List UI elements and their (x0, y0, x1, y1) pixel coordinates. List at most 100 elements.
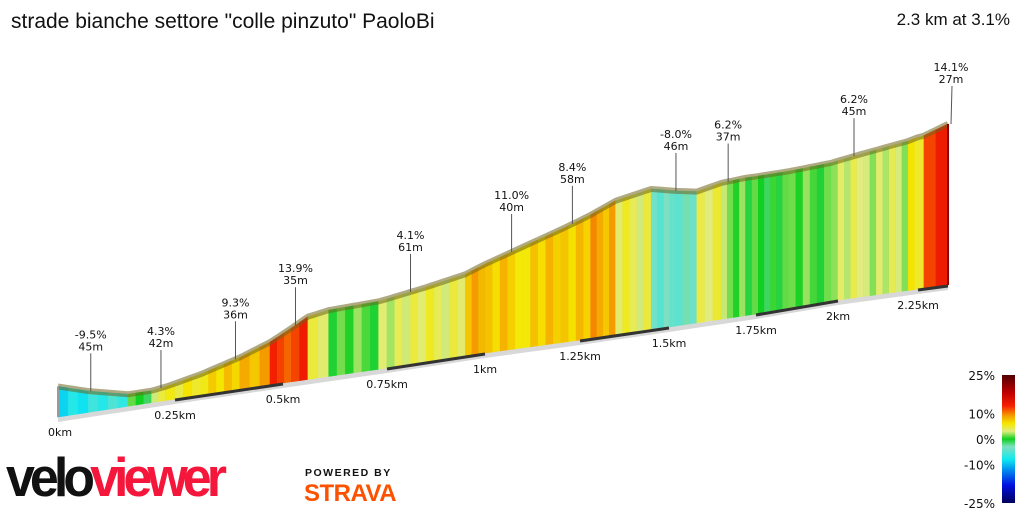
grade-stripe (378, 298, 388, 370)
annotation-grade: 9.3% (222, 296, 250, 309)
grade-stripe (425, 284, 435, 363)
annotation-grade: 6.2% (714, 118, 742, 131)
grade-stripe (484, 260, 493, 354)
profile-base-face (58, 285, 948, 422)
grade-stripe (788, 169, 797, 309)
grade-stripe (844, 156, 852, 300)
grade-stripe (353, 303, 363, 374)
grade-stripe (507, 249, 516, 351)
grade-stripe (739, 177, 746, 317)
grade-stripe (636, 190, 645, 333)
legend-color-bar (1002, 375, 1015, 503)
veloviewer-logo: veloviewer (6, 447, 227, 509)
grade-stripe (657, 189, 664, 330)
grade-stripe (629, 193, 638, 334)
grade-stripe (471, 267, 479, 356)
grade-stripe (530, 239, 539, 348)
profile-top-edge (57, 121, 950, 398)
grade-stripe (370, 301, 379, 371)
annotation-length: 58m (560, 173, 585, 186)
grade-stripe (590, 210, 598, 339)
grade-stripe (394, 293, 403, 368)
annotation-length: 37m (716, 130, 741, 143)
grade-stripe (923, 129, 937, 289)
annotation-length: 61m (398, 241, 423, 254)
chart-title: strade bianche settore "colle pinzuto" P… (11, 10, 435, 33)
grade-stripe (602, 203, 610, 337)
grade-stripe (575, 217, 584, 341)
powered-by-text: POWERED BY (305, 467, 392, 479)
x-tick-label: 0.75km (366, 378, 408, 391)
grade-stripe (449, 276, 458, 359)
grade-stripe (895, 142, 903, 293)
grade-stripe (318, 309, 330, 379)
grade-stripe (850, 154, 858, 299)
grade-stripe (712, 182, 722, 321)
grade-stripe (901, 140, 909, 292)
grade-stripe (465, 270, 473, 357)
axis-segment (579, 326, 670, 343)
annotation-length: 40m (499, 201, 524, 214)
x-tick-label: 0.25km (154, 409, 196, 422)
x-tick-label: 2km (826, 310, 850, 323)
annotation-grade: 4.3% (147, 325, 175, 338)
grade-stripe (758, 174, 765, 314)
grade-stripe (733, 178, 740, 318)
annotation-grade: 4.1% (397, 229, 425, 242)
grade-stripe (418, 286, 427, 364)
x-tick-label: 2.25km (897, 299, 939, 312)
grade-stripes (57, 123, 949, 422)
grade-stripe (689, 191, 698, 325)
grade-stripe (837, 158, 845, 301)
legend-label: 10% (968, 407, 995, 421)
grade-stripe (935, 123, 949, 287)
annotation-grade: -9.5% (75, 328, 107, 341)
grade-stripe (720, 181, 728, 320)
grade-stripe (663, 189, 671, 329)
grade-stripe (704, 185, 714, 322)
grade-stripe (802, 166, 811, 307)
grade-stripe (57, 386, 69, 418)
annotation-length: 35m (283, 274, 308, 287)
grade-stripe (696, 188, 706, 324)
grade-stripe (522, 242, 531, 349)
grade-stripe (882, 145, 890, 295)
strava-logo: STRAVA (304, 480, 397, 507)
grade-stripe (908, 138, 916, 291)
grade-stripe (410, 289, 419, 365)
grade-stripe (876, 147, 884, 296)
legend-label: -10% (964, 459, 995, 473)
axis-segment (174, 382, 284, 402)
annotation-grade: 8.4% (558, 161, 586, 174)
x-tick-label: 0km (48, 426, 72, 439)
grade-stripe (284, 327, 292, 384)
grade-stripe (515, 246, 524, 350)
grade-stripe (809, 165, 818, 306)
grade-stripe (537, 235, 547, 347)
grade-stripe (669, 190, 677, 328)
grade-stripe (336, 306, 346, 376)
annotation-grade: 13.9% (278, 262, 313, 275)
grade-stripe (824, 162, 832, 303)
grade-stripe (291, 321, 300, 383)
grade-stripe (345, 305, 355, 375)
annotation-grade: -8.0% (660, 128, 692, 141)
annotation-length: 45m (842, 105, 867, 118)
grade-stripe (764, 173, 771, 313)
annotation-length: 42m (149, 337, 174, 350)
grade-stripe (682, 190, 691, 326)
grade-stripe (499, 253, 509, 352)
axis-segment (386, 352, 486, 371)
axis-segment (755, 299, 839, 317)
annotation-length: 46m (664, 140, 689, 153)
grade-stripe (745, 176, 753, 316)
grade-stripe (568, 221, 577, 342)
legend-label: 0% (976, 433, 995, 447)
grade-stripe (888, 144, 896, 294)
grade-stripe (622, 195, 631, 335)
grade-stripe (782, 170, 790, 310)
grade-stripe (831, 160, 839, 302)
grade-stripe (615, 198, 624, 336)
grade-stripe (675, 190, 684, 327)
grade-stripe (816, 163, 825, 304)
